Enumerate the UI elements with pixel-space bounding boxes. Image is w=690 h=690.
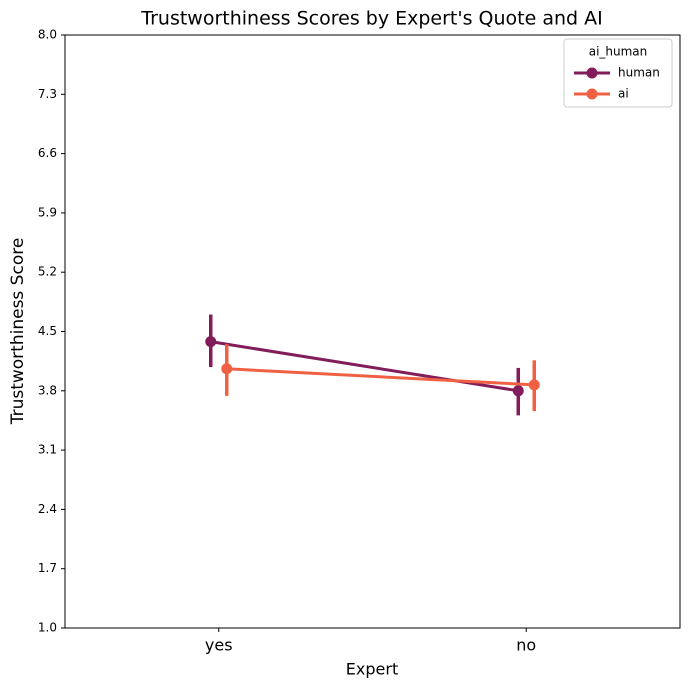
y-tick-label: 7.3: [38, 87, 57, 101]
y-tick-label: 3.1: [38, 443, 57, 457]
y-tick-label: 1.0: [38, 621, 57, 635]
y-tick-label: 6.6: [38, 146, 57, 160]
y-tick-label: 4.5: [38, 324, 57, 338]
point: [528, 379, 540, 391]
x-tick-label: no: [516, 636, 536, 655]
point: [221, 363, 233, 375]
legend-label: ai: [618, 87, 629, 101]
legend-marker: [586, 88, 598, 100]
y-tick-label: 2.4: [38, 502, 57, 516]
y-axis-label: Trustworthiness Score: [8, 238, 28, 426]
y-tick-label: 5.9: [38, 205, 57, 219]
y-tick-label: 5.2: [38, 265, 57, 279]
x-tick-label: yes: [205, 636, 233, 655]
plot-frame: [64, 34, 681, 629]
y-tick-label: 8.0: [38, 28, 57, 42]
x-axis-label: Expert: [346, 660, 398, 679]
series-line: [210, 340, 519, 393]
y-tick-label: 3.8: [38, 383, 57, 397]
point: [205, 336, 217, 348]
legend-marker: [586, 67, 598, 79]
y-tick-label: 1.7: [38, 561, 57, 575]
legend-title: ai_human: [589, 45, 648, 59]
chart-title: Trustworthiness Scores by Expert's Quote…: [140, 8, 602, 30]
point: [512, 385, 524, 397]
legend-label: human: [618, 66, 660, 80]
series-line: [226, 367, 535, 387]
